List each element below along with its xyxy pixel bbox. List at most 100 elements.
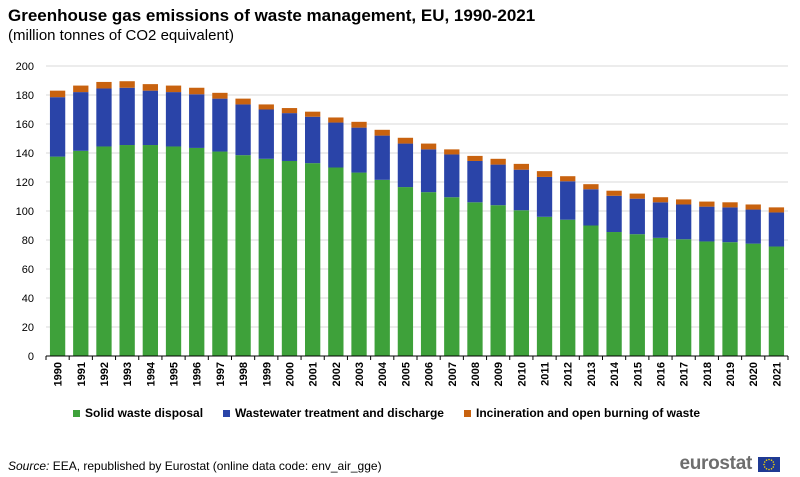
y-tick-label-120: 120 [16,177,34,189]
x-tick-label-2016: 2016 [655,362,667,386]
bar-2002-series-0 [328,167,344,356]
bar-1994-series-1 [142,90,158,146]
bar-2021-series-0 [768,246,785,356]
bar-2011-series-1 [536,176,553,217]
y-tick-label-60: 60 [22,264,34,276]
bar-1990-series-1 [49,97,66,157]
bar-1999-series-2 [258,104,274,110]
bar-2016-series-1 [652,202,669,238]
legend-label-wastewater: Wastewater treatment and discharge [235,406,444,420]
bar-2007-series-1 [444,154,460,198]
x-tick-label-2001: 2001 [308,362,320,386]
x-tick-label-1993: 1993 [122,362,134,386]
x-tick-label-2013: 2013 [586,362,598,386]
bar-2006-series-1 [420,149,437,193]
bar-2007-series-0 [444,197,460,356]
bar-2012-series-2 [560,176,576,182]
bar-1993-series-1 [119,87,135,146]
bar-1990-series-0 [49,156,66,356]
bar-2011-series-0 [536,216,553,356]
x-tick-label-1990: 1990 [53,362,65,386]
legend-swatch-solid-waste [73,409,80,417]
bar-2014-series-1 [606,195,622,233]
bar-2017-series-1 [676,204,692,240]
x-tick-label-2003: 2003 [354,362,366,386]
bar-1995-series-2 [165,85,182,93]
bar-1998-series-2 [235,98,251,105]
bar-1994-series-2 [142,84,158,91]
bar-2004-series-2 [374,129,390,136]
bar-2020-series-0 [745,243,761,356]
logo-text: eurostat [679,453,752,474]
bar-2017-series-2 [676,199,692,205]
x-tick-label-1991: 1991 [76,362,88,386]
x-tick-label-2014: 2014 [609,361,621,386]
bar-1996-series-2 [189,87,205,95]
bar-1993-series-2 [119,81,135,88]
x-tick-label-2019: 2019 [725,362,737,386]
bar-2009-series-2 [490,158,506,165]
x-tick-label-1995: 1995 [169,362,181,386]
bar-1998-series-1 [235,104,251,156]
bar-1991-series-2 [73,85,89,93]
y-tick-label-180: 180 [16,90,34,102]
bar-1996-series-1 [189,94,205,148]
y-tick-label-0: 0 [28,351,34,363]
bar-2013-series-2 [583,184,599,190]
bar-2012-series-0 [560,219,576,356]
x-tick-label-2010: 2010 [516,362,528,386]
legend-item-solid-waste: Solid waste disposal [73,406,203,420]
bar-2009-series-0 [490,205,506,356]
bar-2012-series-1 [560,181,576,220]
bar-2003-series-0 [351,172,367,356]
x-tick-label-2011: 2011 [540,362,552,386]
bar-1995-series-0 [165,146,182,356]
bar-2017-series-0 [676,239,692,356]
x-tick-label-2002: 2002 [331,362,343,386]
x-tick-label-2017: 2017 [679,362,691,386]
x-tick-label-1992: 1992 [99,362,111,386]
legend-item-wastewater: Wastewater treatment and discharge [223,406,444,420]
bar-2001-series-1 [305,116,321,164]
bar-2018-series-2 [699,201,715,207]
bar-2005-series-0 [397,187,414,356]
x-tick-label-2004: 2004 [377,361,389,386]
bar-2004-series-1 [374,135,390,180]
bar-2015-series-0 [629,234,645,356]
bar-2007-series-2 [444,149,460,155]
bar-1990-series-2 [49,90,66,98]
source-text: EEA, republished by Eurostat (online dat… [52,459,382,473]
bar-2009-series-1 [490,164,506,206]
bar-2020-series-1 [745,209,761,244]
bar-2003-series-1 [351,127,367,173]
bar-2010-series-2 [513,163,529,170]
x-tick-label-2018: 2018 [702,362,714,386]
x-tick-label-1999: 1999 [261,362,273,386]
bar-2005-series-1 [397,143,414,188]
eurostat-logo: eurostat [679,453,780,475]
bar-2000-series-0 [281,160,298,356]
x-tick-label-1994: 1994 [145,361,157,386]
bar-2006-series-2 [420,143,437,150]
legend-item-incineration: Incineration and open burning of waste [463,406,700,420]
bar-1997-series-1 [212,98,228,152]
x-tick-label-2009: 2009 [493,362,505,386]
bar-2011-series-2 [536,171,553,177]
y-tick-label-80: 80 [22,235,34,247]
bar-2000-series-2 [281,108,298,114]
bar-2013-series-0 [583,225,599,356]
legend-label-incineration: Incineration and open burning of waste [475,406,700,420]
y-tick-label-20: 20 [22,322,34,334]
bar-2004-series-0 [374,179,390,356]
x-tick-label-2020: 2020 [748,362,760,386]
bar-2008-series-0 [467,202,483,356]
chart-title: Greenhouse gas emissions of waste manage… [8,6,536,25]
bar-1997-series-0 [212,151,228,356]
bar-2010-series-1 [513,169,529,211]
bar-1999-series-1 [258,109,274,159]
bar-2002-series-2 [328,117,344,123]
x-tick-label-2007: 2007 [447,362,459,386]
y-tick-label-140: 140 [16,148,34,160]
legend-swatch-incineration [463,409,471,417]
bar-1998-series-0 [235,155,251,356]
